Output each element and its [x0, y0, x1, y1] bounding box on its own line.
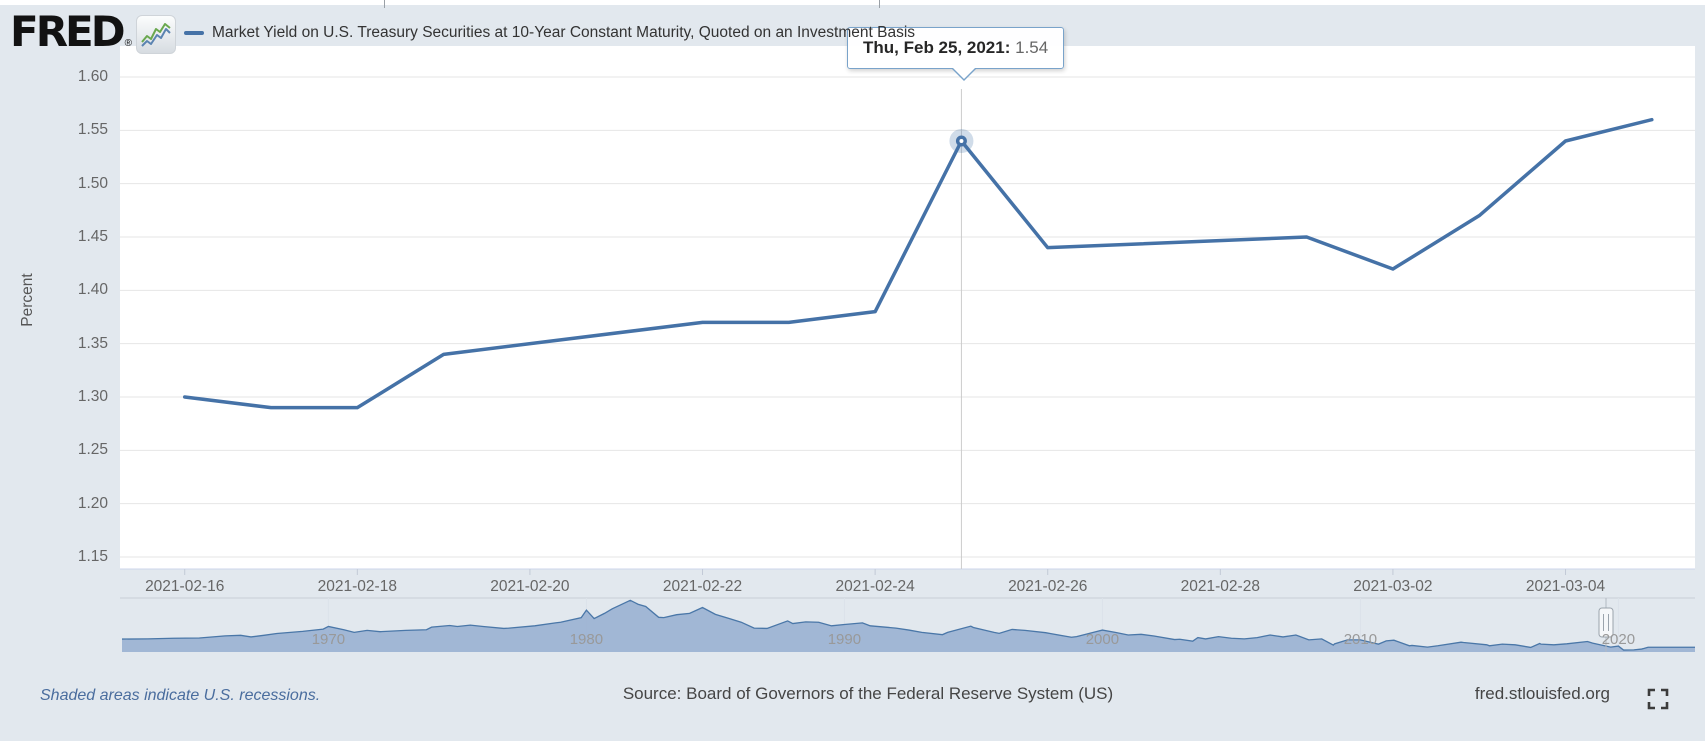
- fullscreen-button[interactable]: [1646, 687, 1672, 713]
- legend-series-label: Market Yield on U.S. Treasury Securities…: [212, 24, 916, 41]
- fred-logo-text: FRED: [10, 7, 126, 56]
- top-edge-tick: [384, 0, 385, 8]
- top-edge-tick: [879, 0, 880, 8]
- fred-logo[interactable]: FRED ®: [10, 10, 176, 54]
- y-axis-title: Percent: [19, 273, 36, 327]
- site-link[interactable]: fred.stlouisfed.org: [1474, 684, 1610, 703]
- legend[interactable]: Market Yield on U.S. Treasury Securities…: [184, 24, 915, 42]
- tooltip-date: Thu, Feb 25, 2021:: [863, 38, 1011, 57]
- tooltip-value: 1.54: [1015, 38, 1049, 57]
- registered-mark: ®: [124, 38, 132, 49]
- navigator-handle[interactable]: [1598, 607, 1614, 638]
- recession-note: Shaded areas indicate U.S. recessions.: [40, 687, 321, 704]
- top-edge-strip: [0, 0, 1705, 8]
- chart-tooltip: Thu, Feb 25, 2021: 1.54: [847, 27, 1065, 81]
- source-text: Source: Board of Governors of the Federa…: [622, 684, 1114, 703]
- sparkline-chart-icon: [135, 15, 176, 54]
- legend-line-swatch: [184, 31, 204, 35]
- fullscreen-expand-icon: [1647, 688, 1669, 710]
